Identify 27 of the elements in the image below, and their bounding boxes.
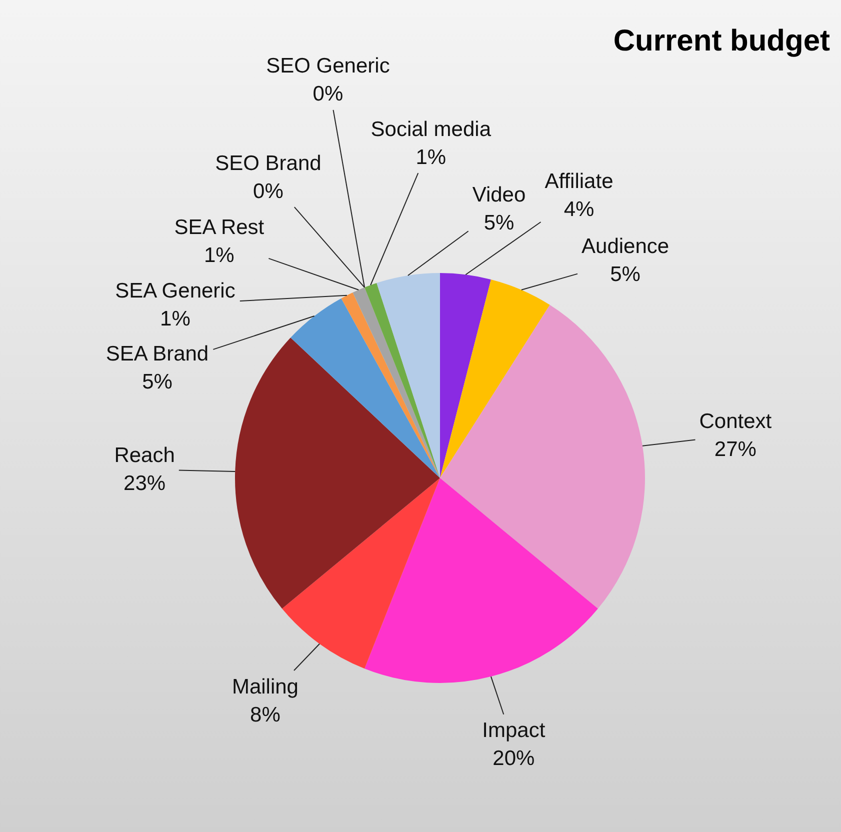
category-label: SEO Generic [266,54,390,78]
slice-label: Affiliate [544,170,614,194]
data-label: 5% [484,211,514,234]
slice-label: SEA Brand [106,342,209,366]
data-label: 8% [250,703,280,726]
data-label: 4% [564,198,594,222]
slice-label: SEA Rest [174,216,264,239]
data-label: 5% [610,262,640,286]
slice-label: SEA Generic [115,279,236,302]
slice-label: Audience [581,234,670,258]
slice-label: Video [472,183,526,206]
slice-label: Social media [370,118,492,141]
category-label: SEO Brand [215,152,322,175]
data-label: 1% [204,244,234,267]
slice-label: Reach [114,444,175,468]
data-label: 1% [160,307,190,330]
slice-label: Mailing [232,675,298,698]
data-label: 1% [416,146,446,169]
slice-label: Context [699,410,772,433]
data-label: 20% [492,747,535,770]
text: 0% [312,82,344,106]
data-label: 23% [124,472,166,496]
chart-title: Current budget [613,24,830,58]
slice-label: Impact [482,719,546,742]
data-label: 5% [142,370,172,394]
text: 0% [253,180,284,203]
data-label: 27% [714,438,756,461]
